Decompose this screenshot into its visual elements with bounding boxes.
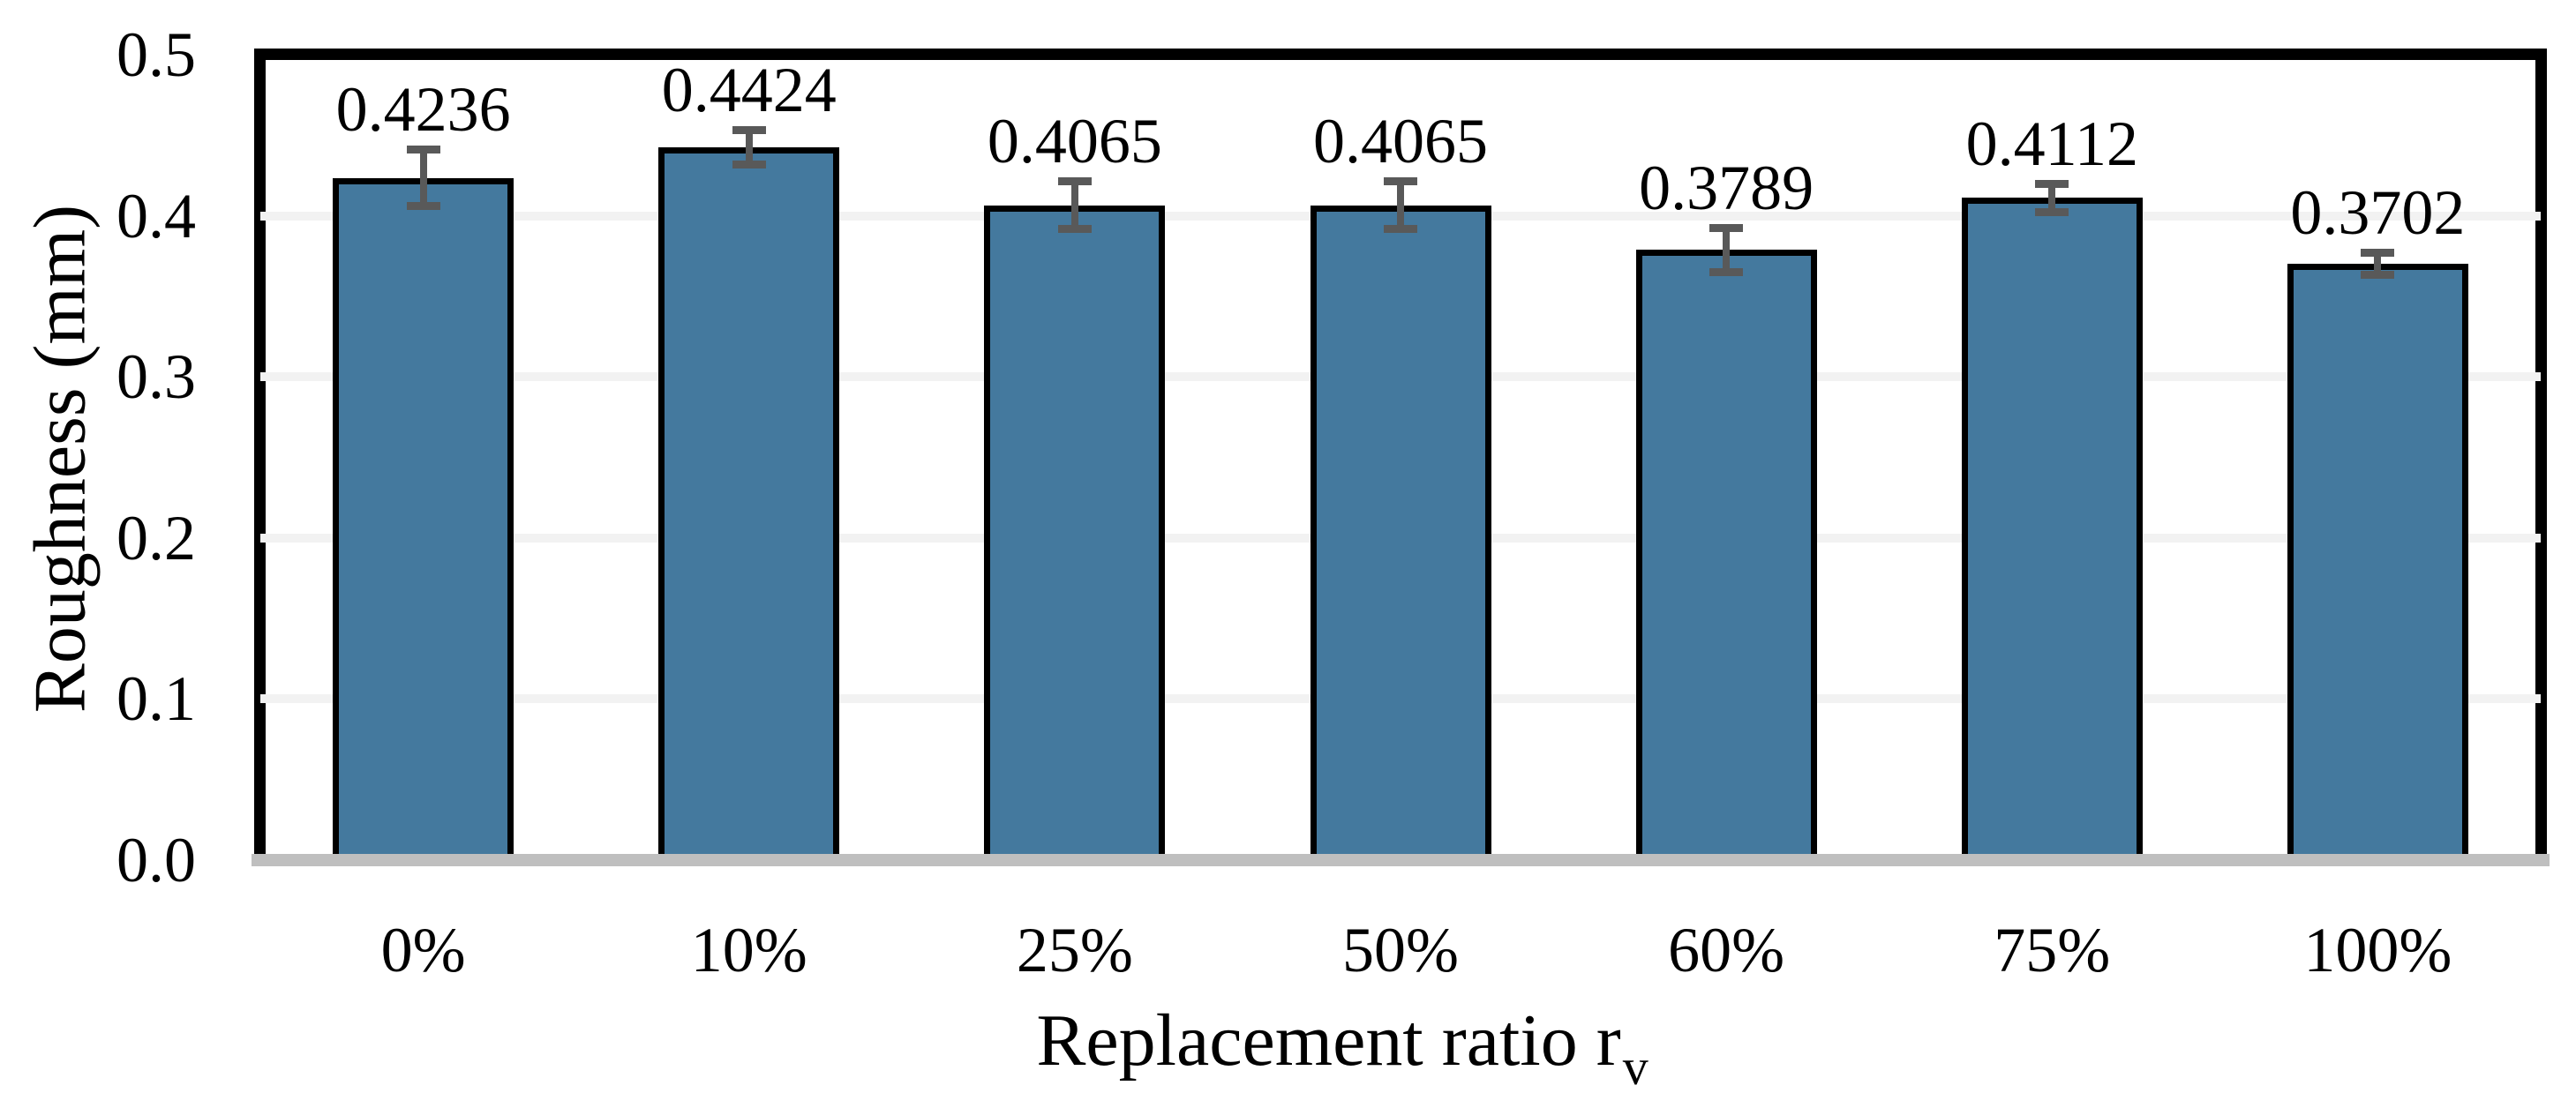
bar [1310,205,1491,860]
category-axis-baseline [252,854,2550,866]
error-bar-cap-bottom [406,202,440,211]
error-bar-stem [2374,252,2382,275]
x-axis-title-text: Replacement ratio r [1036,999,1621,1082]
y-tick-label: 0.3 [116,341,196,413]
y-tick-label: 0.1 [116,663,196,735]
error-bar-stem [419,148,427,207]
error-bar-stem [745,130,753,166]
error-bar-cap-top [1057,177,1092,186]
error-bar-cap-top [2361,249,2395,258]
error-bar-cap-bottom [1384,225,1417,234]
x-tick-label: 60% [1668,915,1785,985]
value-label: 0.4065 [987,106,1162,177]
error-bar-cap-bottom [2361,270,2395,279]
y-tick-label: 0.4 [116,180,196,251]
bar [1961,198,2143,860]
value-label: 0.3702 [2290,177,2466,249]
y-tick-label: 0.2 [116,502,196,573]
x-tick-label: 0% [380,915,466,985]
bar [2287,264,2468,860]
error-bar-cap-top [1384,177,1417,186]
value-label: 0.3789 [1639,152,1814,223]
x-tick-label: 10% [690,915,807,985]
x-tick-label: 25% [1016,915,1133,985]
error-bar-cap-bottom [2035,207,2069,216]
value-label: 0.4236 [335,73,511,145]
plot-area: 0.4236 0.4424 0.4065 0.4065 0.3789 0.4112 0.37… [252,55,2550,866]
x-tick-label: 100% [2303,915,2452,985]
x-tick-label: 75% [1994,915,2111,985]
error-bar-cap-top [1709,223,1744,232]
error-bar-cap-bottom [732,161,766,169]
bar [333,177,514,860]
error-bar-stem [2048,183,2056,213]
error-bar-cap-top [406,145,440,153]
error-bar-cap-top [732,126,766,135]
error-bar-stem [1723,227,1731,273]
y-tick-label: 0.0 [116,825,196,895]
x-axis-title: Replacement ratio rv [812,990,1871,1093]
value-label: 0.4065 [1313,106,1488,177]
x-axis-title-subscript: v [1622,1038,1648,1093]
error-bar-cap-bottom [1709,267,1744,276]
value-label: 0.4112 [1965,108,2138,179]
bar [658,147,840,860]
error-bar-cap-top [2035,179,2069,188]
bar [1635,250,1817,860]
y-axis-title: Roughness (mm) [19,204,101,714]
error-bar-cap-bottom [1057,225,1092,234]
y-tick-label: 0.5 [116,19,196,90]
bar [984,205,1166,860]
error-bar-stem [1397,181,1404,230]
x-tick-label: 50% [1342,915,1459,985]
error-bar-stem [1070,181,1078,230]
value-label: 0.4424 [661,55,837,126]
